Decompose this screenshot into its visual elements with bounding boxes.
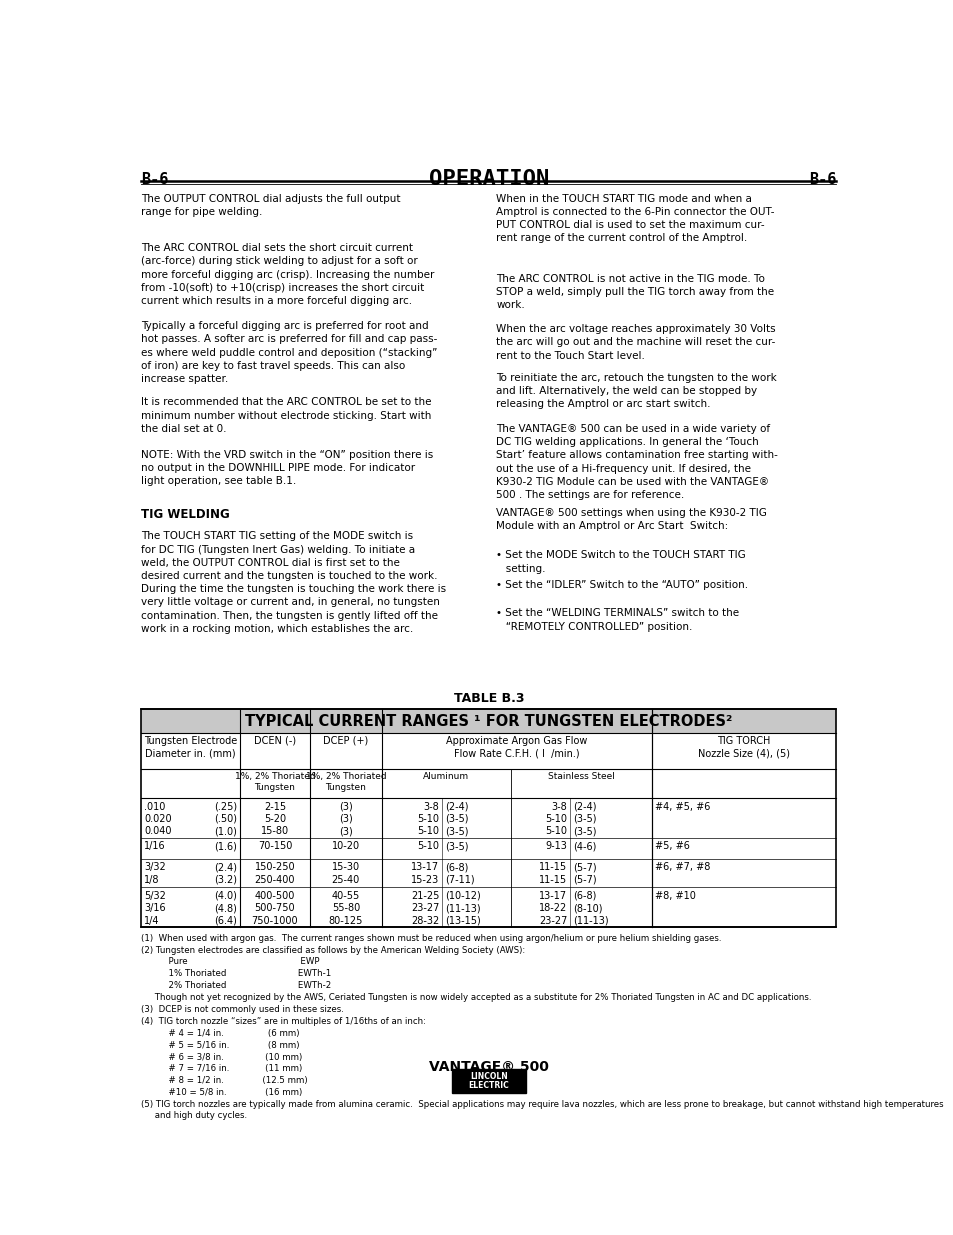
Text: The TOUCH START TIG setting of the MODE switch is
for DC TIG (Tungsten Inert Gas: The TOUCH START TIG setting of the MODE …	[141, 531, 446, 634]
Text: Aluminum: Aluminum	[423, 772, 469, 781]
Text: 2% Thoriated                          EWTh-2: 2% Thoriated EWTh-2	[141, 982, 332, 990]
Text: 13-17
15-23: 13-17 15-23	[411, 862, 439, 884]
Text: (1)  When used with argon gas.  The current ranges shown must be reduced when us: (1) When used with argon gas. The curren…	[141, 934, 721, 942]
Text: (3-5): (3-5)	[445, 841, 468, 851]
Text: B-6: B-6	[808, 172, 836, 186]
Text: (10-12)
(11-13)
(13-15): (10-12) (11-13) (13-15)	[445, 890, 480, 926]
Text: 5/32
3/16
1/4: 5/32 3/16 1/4	[144, 890, 166, 926]
Text: Typically a forceful digging arc is preferred for root and
hot passes. A softer : Typically a forceful digging arc is pref…	[141, 321, 437, 384]
Text: 5-10: 5-10	[417, 841, 439, 851]
Text: DCEP (+): DCEP (+)	[323, 736, 368, 746]
Text: (1.6): (1.6)	[213, 841, 236, 851]
Text: #6, #7, #8: #6, #7, #8	[654, 862, 709, 872]
Text: (2.4)
(3.2): (2.4) (3.2)	[213, 862, 236, 884]
Text: (4-6): (4-6)	[573, 841, 596, 851]
Text: TIG WELDING: TIG WELDING	[141, 508, 230, 521]
Text: 9-13: 9-13	[545, 841, 567, 851]
Text: (5-7)
(5-7): (5-7) (5-7)	[573, 862, 597, 884]
Text: • Set the “WELDING TERMINALS” switch to the
   “REMOTELY CONTROLLED” position.: • Set the “WELDING TERMINALS” switch to …	[496, 609, 739, 631]
Text: (3)
(3)
(3): (3) (3) (3)	[338, 802, 353, 836]
Text: Though not yet recognized by the AWS, Ceriated Tungsten is now widely accepted a: Though not yet recognized by the AWS, Ce…	[141, 993, 811, 1002]
Text: VANTAGE® 500: VANTAGE® 500	[429, 1061, 548, 1074]
Text: (6-8)
(7-11): (6-8) (7-11)	[445, 862, 475, 884]
Text: Approximate Argon Gas Flow
Flow Rate C.F.H. ( l  /min.): Approximate Argon Gas Flow Flow Rate C.F…	[445, 736, 587, 758]
Text: 15-30
25-40: 15-30 25-40	[332, 862, 359, 884]
Text: VANTAGE® 500 settings when using the K930-2 TIG
Module with an Amptrol or Arc St: VANTAGE® 500 settings when using the K93…	[496, 508, 766, 531]
Text: (2-4)
(3-5)
(3-5): (2-4) (3-5) (3-5)	[573, 802, 596, 836]
FancyBboxPatch shape	[452, 1068, 525, 1093]
Text: The VANTAGE® 500 can be used in a wide variety of
DC TIG welding applications. I: The VANTAGE® 500 can be used in a wide v…	[496, 424, 778, 500]
Text: DCEN (-): DCEN (-)	[253, 736, 295, 746]
Text: (2-4)
(3-5)
(3-5): (2-4) (3-5) (3-5)	[445, 802, 468, 836]
Text: 1%, 2% Thoriated
Tungsten: 1%, 2% Thoriated Tungsten	[234, 772, 314, 792]
Text: 1/16: 1/16	[144, 841, 166, 851]
Text: It is recommended that the ARC CONTROL be set to the
minimum number without elec: It is recommended that the ARC CONTROL b…	[141, 398, 432, 433]
Text: 11-15
11-15: 11-15 11-15	[538, 862, 567, 884]
Text: 3-8
5-10
5-10: 3-8 5-10 5-10	[545, 802, 567, 836]
Text: 1%, 2% Thoriated
Tungsten: 1%, 2% Thoriated Tungsten	[305, 772, 386, 792]
Text: 21-25
23-27
28-32: 21-25 23-27 28-32	[411, 890, 439, 926]
Text: B-6: B-6	[141, 172, 169, 186]
Text: 400-500
500-750
750-1000: 400-500 500-750 750-1000	[252, 890, 298, 926]
Text: #5, #6: #5, #6	[654, 841, 689, 851]
Text: (.25)
(.50)
(1.0): (.25) (.50) (1.0)	[213, 802, 236, 836]
Text: 2-15
5-20
15-80: 2-15 5-20 15-80	[260, 802, 289, 836]
Text: 3-8
5-10
5-10: 3-8 5-10 5-10	[417, 802, 439, 836]
Text: 1% Thoriated                          EWTh-1: 1% Thoriated EWTh-1	[141, 969, 332, 978]
Text: 70-150: 70-150	[257, 841, 292, 851]
Text: # 8 = 1/2 in.              (12.5 mm): # 8 = 1/2 in. (12.5 mm)	[141, 1077, 308, 1086]
Text: (2) Tungsten electrodes are classified as follows by the American Welding Societ: (2) Tungsten electrodes are classified a…	[141, 946, 525, 955]
Text: Stainless Steel: Stainless Steel	[547, 772, 614, 781]
Text: .010
0.020
0.040: .010 0.020 0.040	[144, 802, 172, 836]
Text: # 6 = 3/8 in.               (10 mm): # 6 = 3/8 in. (10 mm)	[141, 1052, 302, 1062]
Text: TIG TORCH
Nozzle Size (4), (5): TIG TORCH Nozzle Size (4), (5)	[698, 736, 789, 758]
Text: #8, #10: #8, #10	[654, 890, 695, 900]
Text: When in the TOUCH START TIG mode and when a
Amptrol is connected to the 6-Pin co: When in the TOUCH START TIG mode and whe…	[496, 194, 774, 243]
Text: The ARC CONTROL dial sets the short circuit current
(arc-force) during stick wel: The ARC CONTROL dial sets the short circ…	[141, 243, 435, 306]
Text: NOTE: With the VRD switch in the “ON” position there is
no output in the DOWNHIL: NOTE: With the VRD switch in the “ON” po…	[141, 450, 434, 487]
Text: Tungsten Electrode
Diameter in. (mm): Tungsten Electrode Diameter in. (mm)	[144, 736, 237, 758]
Text: (3)  DCEP is not commonly used in these sizes.: (3) DCEP is not commonly used in these s…	[141, 1005, 344, 1014]
Text: 13-17
18-22
23-27: 13-17 18-22 23-27	[538, 890, 567, 926]
Text: To reinitiate the arc, retouch the tungsten to the work
and lift. Alternatively,: To reinitiate the arc, retouch the tungs…	[496, 373, 777, 409]
Text: OPERATION: OPERATION	[428, 169, 549, 189]
Text: # 4 = 1/4 in.                (6 mm): # 4 = 1/4 in. (6 mm)	[141, 1029, 299, 1037]
FancyBboxPatch shape	[141, 709, 836, 734]
Text: LINCOLN
ELECTRIC: LINCOLN ELECTRIC	[468, 1072, 509, 1091]
Text: (6-8)
(8-10)
(11-13): (6-8) (8-10) (11-13)	[573, 890, 608, 926]
Text: When the arc voltage reaches approximately 30 Volts
the arc will go out and the : When the arc voltage reaches approximate…	[496, 324, 775, 361]
Text: 3/32
1/8: 3/32 1/8	[144, 862, 166, 884]
Text: 150-250
250-400: 150-250 250-400	[254, 862, 294, 884]
Text: #4, #5, #6: #4, #5, #6	[654, 802, 709, 811]
Text: (4)  TIG torch nozzle “sizes” are in multiples of 1/16ths of an inch:: (4) TIG torch nozzle “sizes” are in mult…	[141, 1016, 426, 1026]
Text: (5) TIG torch nozzles are typically made from alumina ceramic.  Special applicat: (5) TIG torch nozzles are typically made…	[141, 1100, 943, 1120]
Text: The ARC CONTROL is not active in the TIG mode. To
STOP a weld, simply pull the T: The ARC CONTROL is not active in the TIG…	[496, 274, 774, 310]
Text: #10 = 5/8 in.              (16 mm): #10 = 5/8 in. (16 mm)	[141, 1088, 302, 1097]
Text: 10-20: 10-20	[332, 841, 359, 851]
Text: Pure                                         EWP: Pure EWP	[141, 957, 319, 967]
Text: • Set the “IDLER” Switch to the “AUTO” position.: • Set the “IDLER” Switch to the “AUTO” p…	[496, 580, 748, 590]
Text: # 5 = 5/16 in.              (8 mm): # 5 = 5/16 in. (8 mm)	[141, 1041, 299, 1050]
Text: TABLE B.3: TABLE B.3	[454, 692, 523, 704]
Text: • Set the MODE Switch to the TOUCH START TIG
   setting.: • Set the MODE Switch to the TOUCH START…	[496, 551, 745, 573]
Text: (4.0)
(4.8)
(6.4): (4.0) (4.8) (6.4)	[213, 890, 236, 926]
Text: 40-55
55-80
80-125: 40-55 55-80 80-125	[329, 890, 363, 926]
Text: The OUTPUT CONTROL dial adjusts the full output
range for pipe welding.: The OUTPUT CONTROL dial adjusts the full…	[141, 194, 400, 217]
Text: TYPICAL CURRENT RANGES ¹ FOR TUNGSTEN ELECTRODES²: TYPICAL CURRENT RANGES ¹ FOR TUNGSTEN EL…	[245, 714, 732, 729]
Text: # 7 = 7/16 in.             (11 mm): # 7 = 7/16 in. (11 mm)	[141, 1065, 302, 1073]
